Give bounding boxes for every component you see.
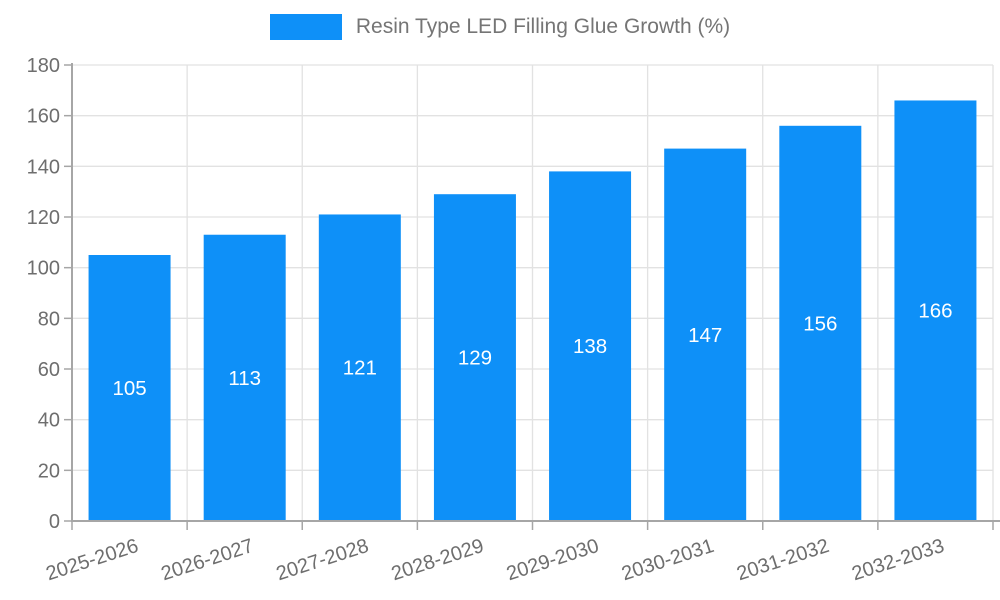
y-tick-label: 40 [38, 410, 60, 432]
y-tick-label: 180 [27, 55, 60, 77]
bar [318, 214, 401, 521]
bar-value-label: 147 [688, 324, 722, 347]
y-tick-label: 80 [38, 308, 60, 330]
bar-value-label: 138 [573, 335, 607, 358]
bar-value-label: 166 [918, 300, 952, 323]
bar [88, 255, 171, 521]
bar-value-label: 113 [228, 367, 261, 390]
y-tick-label: 0 [49, 511, 60, 533]
x-tick-label: 2031-2032 [734, 535, 832, 585]
y-tick-label: 60 [38, 359, 60, 381]
legend: Resin Type LED Filling Glue Growth (%) [0, 14, 1000, 40]
bar [549, 171, 632, 521]
x-tick-label: 2025-2026 [43, 535, 141, 585]
y-tick-label: 20 [38, 460, 60, 482]
y-tick-label: 160 [27, 106, 60, 128]
x-tick-label: 2027-2028 [274, 535, 372, 585]
x-tick-label: 2028-2029 [389, 535, 487, 585]
y-tick-label: 140 [27, 156, 60, 178]
legend-label: Resin Type LED Filling Glue Growth (%) [355, 15, 731, 38]
bar-value-label: 105 [112, 377, 146, 400]
x-tick-label: 2032-2033 [849, 535, 947, 585]
x-tick-label: 2026-2027 [158, 535, 256, 585]
bar-value-label: 156 [803, 312, 837, 335]
bar [433, 194, 516, 521]
y-tick-label: 120 [27, 207, 60, 229]
bar-value-label: 121 [343, 357, 377, 380]
bar [664, 148, 747, 521]
x-tick-label: 2030-2031 [619, 535, 717, 585]
bar-value-label: 129 [458, 347, 492, 370]
y-tick-label: 100 [27, 258, 60, 280]
bar [203, 234, 286, 521]
x-tick-label: 2029-2030 [504, 535, 602, 585]
legend-swatch [269, 14, 342, 40]
bar [894, 100, 977, 521]
bar [779, 125, 862, 522]
